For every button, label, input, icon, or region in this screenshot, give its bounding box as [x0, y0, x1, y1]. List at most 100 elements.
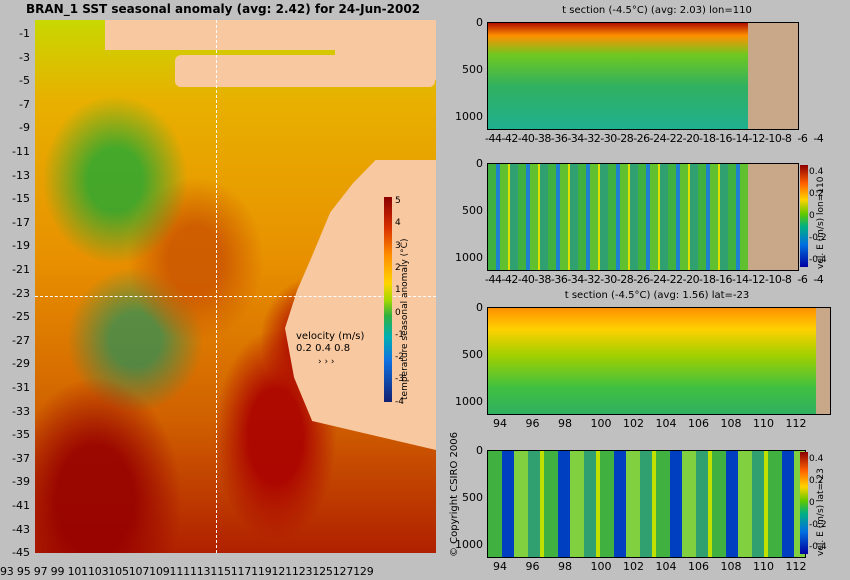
colorbar-tick: -2 — [395, 352, 404, 363]
latitude-tick: -15 — [12, 192, 30, 206]
latitude-tick: -11 — [12, 145, 30, 158]
colorbar-tick: -4 — [395, 396, 404, 407]
latitude-tick: -25 — [12, 310, 30, 324]
longitude-tick: 108 — [720, 560, 742, 573]
longitude-crosshair — [216, 20, 217, 553]
sst-anomaly-map[interactable] — [35, 20, 436, 553]
colorbar-label: vel. E (m/s) lat=-23 — [816, 468, 826, 556]
colorbar-tick: -0.2 — [809, 520, 827, 530]
longitude-tick: 104 — [655, 560, 677, 573]
section-plot[interactable] — [487, 163, 799, 271]
depth-tick: 500 — [462, 63, 483, 76]
latitude-tick: -19 — [12, 239, 30, 253]
section-plot[interactable] — [487, 307, 831, 415]
longitude-tick: 110 — [753, 417, 774, 430]
colorbar-tick: -3 — [395, 374, 404, 385]
velocity-legend-scale: 0.2 0.4 0.8 — [296, 343, 351, 354]
longitude-tick: 102 — [623, 560, 644, 573]
latitude-tick: -7 — [19, 97, 30, 111]
latitude-tick: -37 — [12, 451, 30, 465]
longitude-tick: 100 — [590, 560, 612, 573]
colorbar-tick: 5 — [395, 196, 401, 206]
colorbar-tick: 0.2 — [809, 189, 824, 199]
land-timor — [335, 20, 436, 80]
colorbar-tick: -1 — [395, 329, 404, 340]
colorbar-tick: 0.2 — [809, 476, 824, 486]
colorbar-tick: 0 — [809, 211, 815, 221]
longitude-tick: 104 — [655, 417, 677, 430]
colorbar-tick: -0.2 — [809, 233, 827, 243]
colorbar-tick: 0 — [809, 498, 815, 508]
colorbar-tick: 4 — [395, 218, 401, 229]
latitude-tick: -29 — [12, 357, 30, 371]
velocity-legend-arrows: › › › — [318, 357, 335, 367]
depth-tick: 0 — [476, 444, 483, 457]
longitude-tick: 102 — [623, 417, 644, 430]
latitude-tick: -31 — [12, 381, 30, 394]
section-panel: 0 500 1000 -44-42-40-38-36-34-32-30-28-26-2… — [455, 148, 827, 288]
longitude-tick: 96 — [525, 560, 540, 573]
colorbar-tick: -0.4 — [809, 255, 827, 265]
land-indonesia — [105, 20, 345, 50]
section-panel: 0 500 1000 94 96 98 100 102 104 106 108 110 112 0.4 0.… — [455, 433, 827, 573]
longitude-tick: 96 — [525, 417, 540, 430]
latitude-crosshair — [35, 296, 436, 297]
temperature-colorbar — [384, 197, 392, 402]
section-plot[interactable] — [487, 450, 806, 558]
latitude-tick: -35 — [12, 428, 30, 442]
longitude-tick: 98 — [558, 417, 572, 430]
map-title: BRAN_1 SST seasonal anomaly (avg: 2.42) … — [26, 2, 421, 16]
longitude-tick: 112 — [785, 560, 807, 573]
latitude-ticks: -44-42-40-38-36-34-32-30-28-26-24-22-20-… — [485, 273, 824, 286]
longitude-tick: 100 — [590, 417, 612, 430]
latitude-tick: -33 — [12, 404, 30, 418]
depth-tick: 500 — [462, 204, 483, 217]
velocity-legend-title: velocity (m/s) — [296, 331, 365, 342]
depth-tick: 0 — [476, 16, 483, 29]
colorbar-label: temperature seasonal anomaly (°C) — [400, 238, 410, 400]
latitude-tick: -23 — [12, 286, 30, 300]
section-title: t section (-4.5°C) (avg: 2.03) lon=110 — [562, 5, 752, 16]
section-plot[interactable] — [487, 22, 799, 130]
depth-tick: 0 — [476, 157, 483, 170]
latitude-tick: -5 — [19, 74, 30, 88]
colorbar-tick: 0.4 — [809, 454, 824, 464]
colorbar-tick: 0 — [395, 307, 401, 318]
latitude-tick: -39 — [12, 475, 30, 489]
depth-tick: 1000 — [455, 251, 483, 264]
depth-tick: 1000 — [455, 395, 483, 408]
depth-tick: 0 — [476, 301, 483, 314]
latitude-tick: -3 — [19, 50, 30, 64]
colorbar-tick: 0.4 — [809, 167, 824, 177]
latitude-ticks: -44-42-40-38-36-34-32-30-28-26-24-22-20-… — [485, 132, 824, 145]
section-panel: t section (-4.5°C) (avg: 1.56) lat=-23 0 5… — [455, 290, 831, 430]
velocity-colorbar — [800, 165, 808, 267]
section-panel: t section (-4.5°C) (avg: 2.03) lon=110 0 5… — [455, 5, 827, 145]
latitude-tick: -43 — [12, 522, 30, 536]
depth-tick: 1000 — [455, 110, 483, 123]
latitude-tick: -1 — [19, 27, 30, 40]
latitude-tick: -21 — [12, 263, 30, 276]
section-title: t section (-4.5°C) (avg: 1.56) lat=-23 — [564, 290, 750, 301]
longitude-axis: 93 95 97 99 1011031051071091111131151171… — [0, 565, 374, 578]
depth-tick: 500 — [462, 348, 483, 361]
latitude-tick: -27 — [12, 333, 30, 347]
longitude-tick: 106 — [688, 417, 709, 430]
longitude-tick: 106 — [688, 560, 709, 573]
longitude-tick: 108 — [720, 417, 742, 430]
land-australia — [285, 160, 436, 450]
longitude-tick: 94 — [493, 417, 507, 430]
section-land-mask — [816, 308, 830, 414]
colorbar-tick: -0.4 — [809, 542, 827, 552]
longitude-tick: 112 — [785, 417, 807, 430]
colorbar-tick: 3 — [395, 240, 401, 251]
section-land-mask — [748, 23, 798, 129]
latitude-tick: -17 — [12, 215, 30, 229]
depth-tick: 1000 — [455, 538, 483, 551]
longitude-tick: 110 — [753, 560, 774, 573]
colorbar-tick: 2 — [395, 262, 401, 273]
velocity-colorbar — [800, 452, 808, 554]
section-land-mask — [748, 164, 798, 270]
latitude-tick: -41 — [12, 499, 30, 512]
latitude-tick: -45 — [12, 546, 30, 560]
